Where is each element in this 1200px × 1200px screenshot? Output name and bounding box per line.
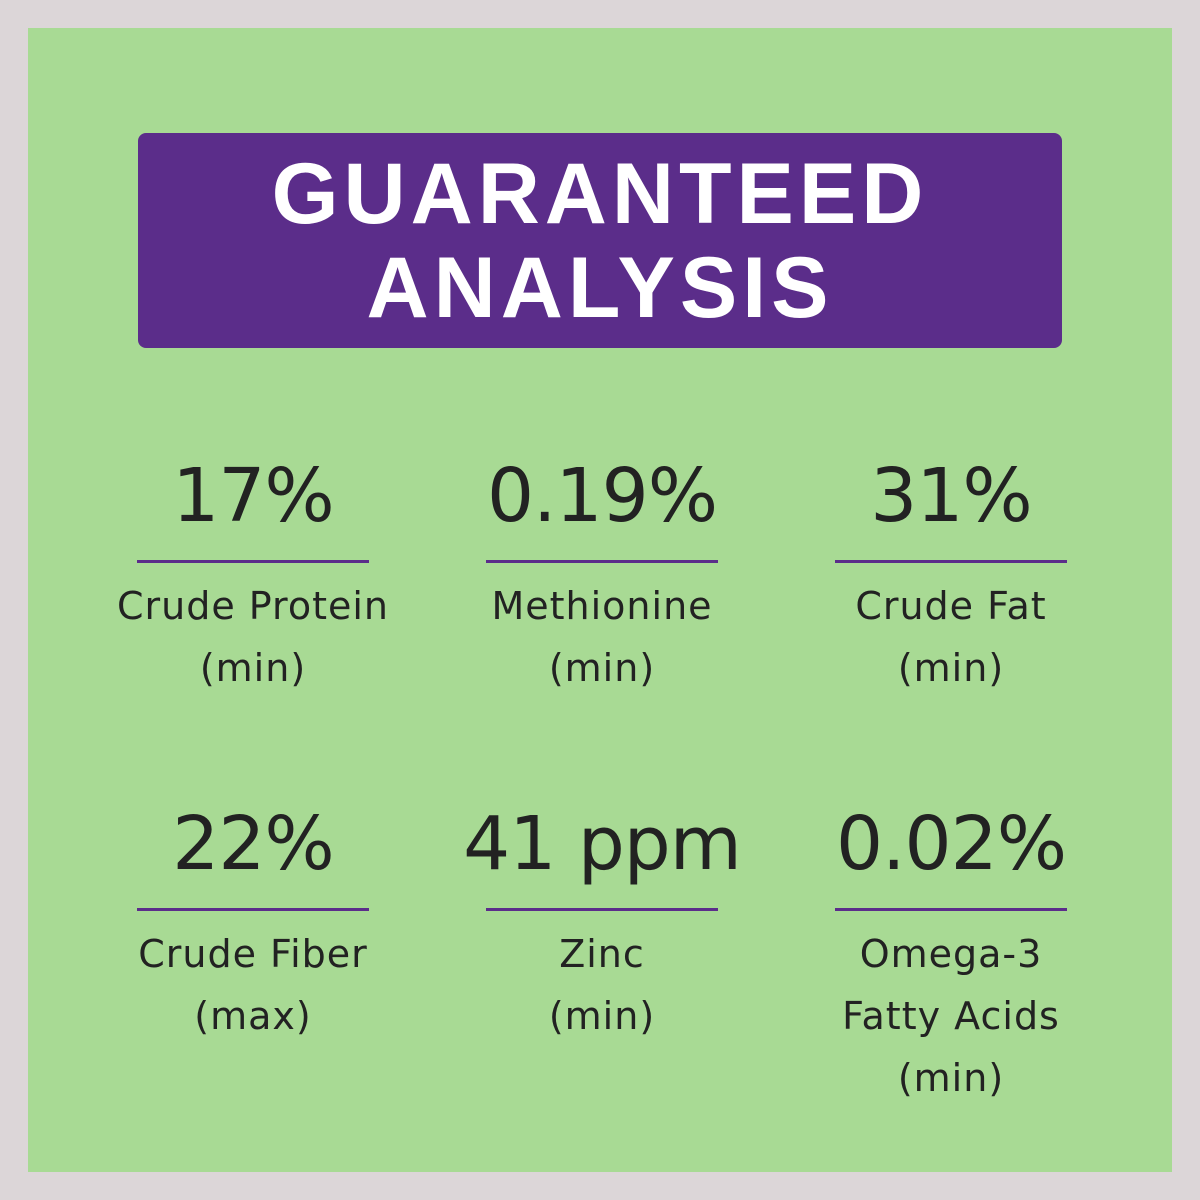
label-line: Fatty Acids [842, 994, 1060, 1038]
title-line: ANALYSIS [366, 239, 834, 336]
analysis-item: 0.02% Omega-3 Fatty Acids (min) [781, 796, 1121, 1109]
title-line: GUARANTEED [271, 145, 929, 242]
divider [486, 560, 718, 563]
label-line: (min) [548, 994, 656, 1038]
label-line: Omega-3 [859, 932, 1043, 976]
divider [835, 560, 1067, 563]
label-line: Crude Fiber [138, 932, 368, 976]
analysis-item: 17% Crude Protein (min) [83, 448, 423, 699]
analysis-item: 41 ppm Zinc (min) [432, 796, 772, 1047]
value: 0.02% [835, 801, 1067, 887]
value: 31% [870, 453, 1032, 539]
value: 0.19% [486, 453, 718, 539]
label-line: (min) [548, 646, 656, 690]
label-line: (min) [897, 646, 1005, 690]
analysis-item: 0.19% Methionine (min) [432, 448, 772, 699]
divider [486, 908, 718, 911]
label-line: Crude Fat [855, 584, 1047, 628]
label-line: Zinc [559, 932, 645, 976]
label-line: Crude Protein [116, 584, 390, 628]
divider [835, 908, 1067, 911]
analysis-item: 22% Crude Fiber (max) [83, 796, 423, 1047]
value: 41 ppm [463, 801, 742, 887]
value: 17% [172, 453, 334, 539]
title-banner: GUARANTEED ANALYSIS [138, 133, 1062, 348]
label-line: (min) [897, 1056, 1005, 1100]
label-line: (max) [194, 994, 312, 1038]
analysis-item: 31% Crude Fat (min) [781, 448, 1121, 699]
panel: GUARANTEED ANALYSIS 17% Crude Protein (min)… [28, 28, 1172, 1172]
divider [137, 908, 369, 911]
label-line: Methionine [491, 584, 713, 628]
value: 22% [172, 801, 334, 887]
divider [137, 560, 369, 563]
label-line: (min) [199, 646, 307, 690]
